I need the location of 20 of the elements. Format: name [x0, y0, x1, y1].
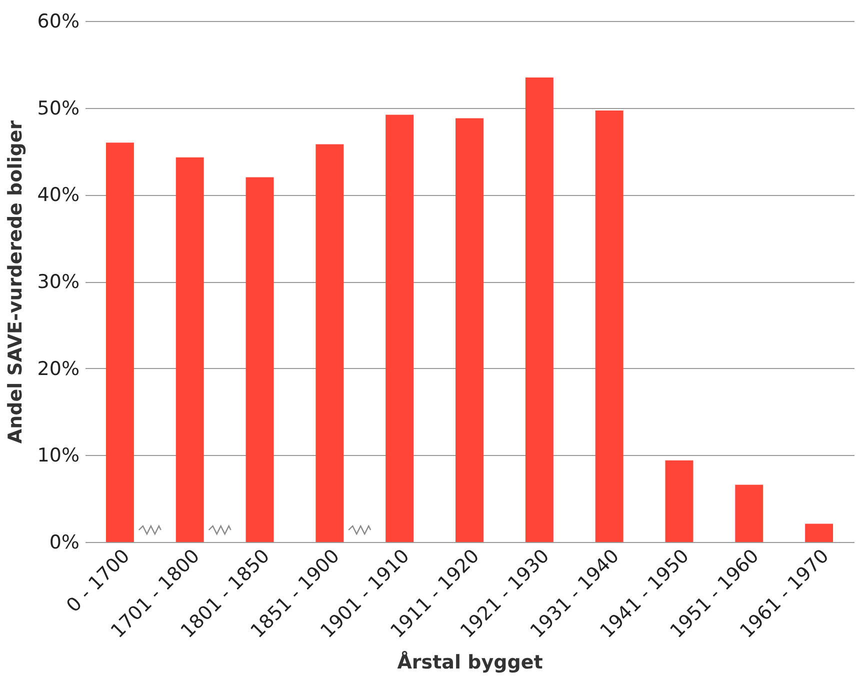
bar: [595, 110, 624, 542]
bar: [176, 157, 204, 542]
bar: [456, 118, 484, 542]
bar: [665, 460, 694, 542]
bar: [106, 142, 134, 542]
bar: [735, 484, 764, 542]
bar: [246, 177, 274, 542]
x-axis-title: Årstal bygget: [397, 650, 543, 674]
y-tick-label: 0%: [49, 532, 80, 554]
bar: [386, 114, 414, 542]
y-tick-label: 30%: [37, 271, 80, 293]
y-axis-title: Andel SAVE-vurderede boliger: [4, 120, 26, 444]
bar: [525, 77, 554, 542]
y-tick-label: 60%: [37, 10, 80, 32]
y-tick-label: 50%: [37, 97, 80, 120]
y-tick-label: 20%: [37, 358, 80, 380]
y-tick-label: 40%: [37, 184, 80, 206]
y-tick-label: 10%: [37, 444, 80, 467]
bar: [316, 144, 344, 542]
bar: [805, 524, 834, 542]
